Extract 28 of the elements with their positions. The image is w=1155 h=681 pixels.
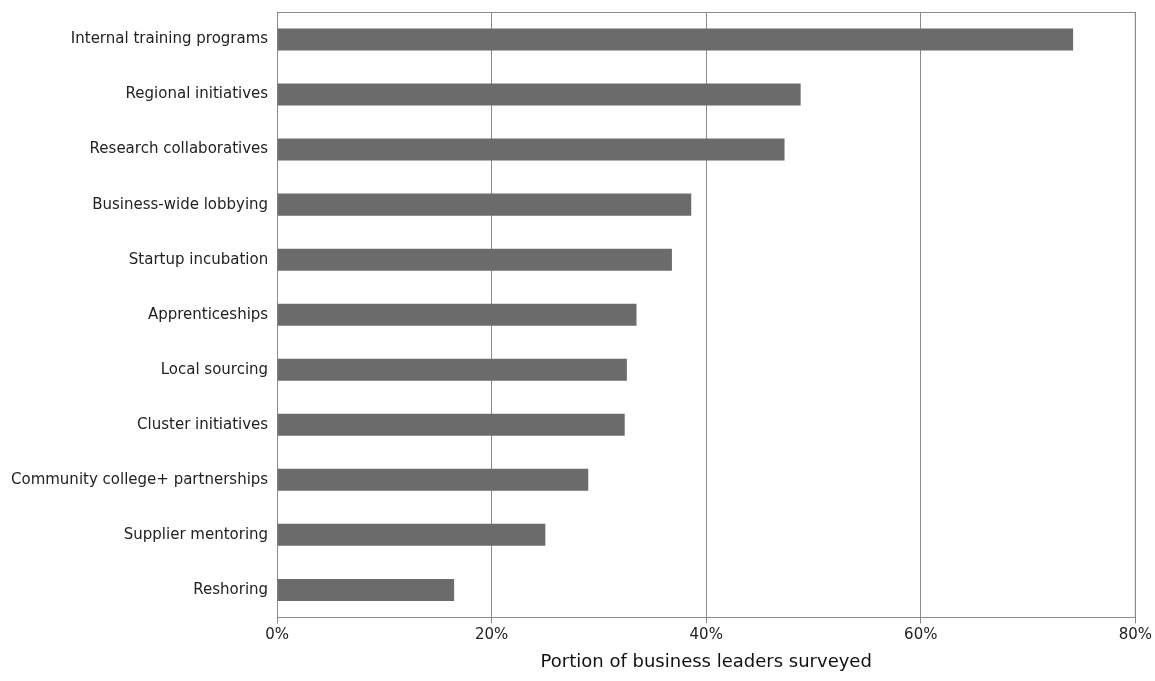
bar: [277, 303, 637, 326]
y-tick-label: Internal training programs: [70, 29, 269, 48]
bar: [277, 193, 692, 216]
y-tick-label: Regional initiatives: [125, 84, 269, 103]
bar: [277, 358, 627, 381]
x-tick-label: 20%: [475, 625, 509, 644]
bar: [277, 413, 625, 436]
x-axis-title: Portion of business leaders surveyed: [540, 649, 872, 671]
x-tick-label: 0%: [265, 625, 290, 644]
bar: [277, 468, 589, 491]
x-tick-label: 60%: [904, 625, 938, 644]
bar: [277, 523, 546, 546]
bar: [277, 138, 785, 161]
y-tick-label: Local sourcing: [160, 359, 269, 378]
y-tick-label: Startup incubation: [128, 249, 269, 268]
y-tick-label: Cluster initiatives: [137, 414, 269, 433]
bar: [277, 28, 1074, 51]
y-tick-label: Community college+ partnerships: [10, 469, 269, 488]
bar: [277, 578, 455, 601]
x-tick-label: 40%: [689, 625, 723, 644]
y-tick-label: Supplier mentoring: [123, 524, 269, 543]
bar: [277, 83, 801, 106]
y-tick-label: Reshoring: [193, 579, 269, 598]
y-tick-label: Apprenticeships: [147, 304, 269, 323]
y-tick-label: Research collaboratives: [89, 139, 269, 158]
bar: [277, 248, 672, 271]
y-tick-label: Business-wide lobbying: [92, 194, 269, 213]
x-tick-label: 80%: [1118, 625, 1152, 644]
